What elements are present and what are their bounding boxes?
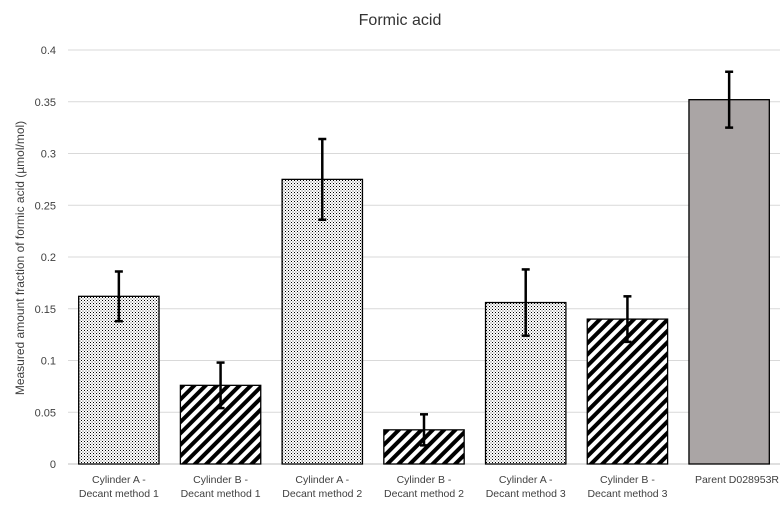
x-tick-label: Cylinder A - (92, 474, 146, 486)
y-tick-label: 0.1 (41, 356, 56, 368)
x-tick-label: Cylinder A - (499, 474, 553, 486)
y-tick-label: 0.05 (35, 407, 56, 419)
y-tick-label: 0.2 (41, 252, 56, 264)
x-tick-label: Cylinder B - (193, 474, 248, 486)
x-tick-label: Decant method 2 (282, 488, 362, 500)
y-tick-label: 0.4 (41, 45, 56, 57)
chart-title: Formic acid (359, 12, 442, 29)
x-tick-label: Parent D028953R (695, 474, 779, 486)
bar (586, 318, 669, 465)
bar (688, 99, 770, 465)
x-tick-label: Decant method 3 (587, 488, 667, 500)
x-tick-label: Decant method 1 (79, 488, 159, 500)
bar (281, 178, 364, 465)
x-tick-label: Cylinder B - (397, 474, 452, 486)
x-tick-label: Decant method 3 (486, 488, 566, 500)
x-tick-label: Cylinder B - (600, 474, 655, 486)
y-tick-label: 0.35 (35, 97, 56, 109)
x-tick-label: Decant method 1 (181, 488, 261, 500)
y-axis-label: Measured amount fraction of formic acid … (13, 121, 27, 395)
y-tick-label: 0.3 (41, 149, 56, 161)
bar (78, 295, 160, 465)
y-tick-label: 0.25 (35, 200, 56, 212)
y-tick-label: 0.15 (35, 304, 56, 316)
x-tick-label: Decant method 2 (384, 488, 464, 500)
x-tick-label: Cylinder A - (295, 474, 349, 486)
y-tick-label: 0 (50, 459, 56, 471)
